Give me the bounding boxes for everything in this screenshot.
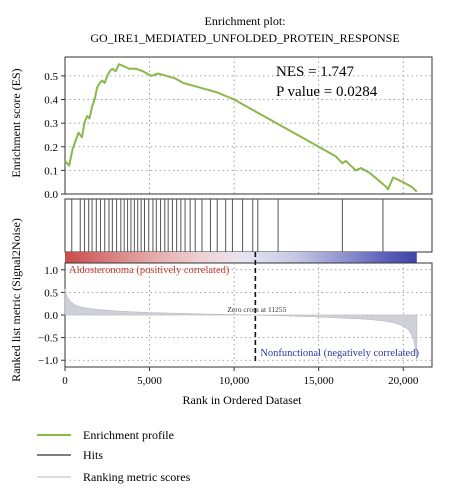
- legend-label: Enrichment profile: [83, 428, 174, 442]
- x-axis-label: Rank in Ordered Dataset: [183, 393, 303, 407]
- metric-y-tick-label: 0.0: [44, 310, 58, 322]
- metric-y-tick-label: −0.5: [38, 333, 58, 345]
- metric-y-axis-label: Ranked list metric (Signal2Noise): [9, 218, 23, 382]
- metric-y-tick-label: 0.5: [44, 287, 58, 299]
- x-tick-label: 15,000: [304, 375, 335, 387]
- zero-cross-label: Zero cross at 11255: [227, 305, 286, 314]
- ranking-metric-area: [64, 288, 418, 360]
- metric-y-tick-label: −1.0: [38, 355, 58, 367]
- hits-panel: [64, 198, 433, 263]
- positive-correlation-label: Aldosteronoma (positively correlated): [69, 265, 230, 276]
- negative-correlation-label: Nonfunctional (negatively correlated): [260, 348, 419, 359]
- hits-panel-frame: [64, 198, 433, 253]
- es-y-tick-label: 0.4: [44, 95, 58, 107]
- x-tick-label: 20,000: [388, 375, 419, 387]
- nes-annotation: NES = 1.747: [276, 64, 355, 80]
- es-y-tick-label: 0.1: [44, 165, 58, 177]
- enrichment-profile-line: [64, 63, 418, 193]
- pvalue-annotation: P value = 0.0284: [276, 84, 378, 100]
- legend-label: Ranking metric scores: [83, 470, 191, 484]
- legend-label: Hits: [83, 448, 103, 462]
- es-y-tick-label: 0.3: [44, 118, 58, 130]
- x-tick-label: 0: [62, 375, 68, 387]
- metric-y-tick-label: 1.0: [44, 265, 58, 277]
- legend: Enrichment profile Hits Ranking metric sco…: [37, 428, 191, 484]
- es-y-tick-label: 0.2: [44, 142, 58, 154]
- es-y-tick-label: 0.5: [44, 71, 58, 83]
- es-y-tick-label: 0.0: [44, 189, 58, 201]
- x-tick-label: 10,000: [219, 375, 250, 387]
- x-tick-label: 5,000: [137, 375, 162, 387]
- ranking-heatmap-bar: [65, 252, 417, 263]
- x-axis: 0 5,000 10,000 15,000 20,000: [62, 367, 419, 387]
- es-panel: 0.0 0.1 0.2 0.3 0.4 0.5: [44, 56, 433, 201]
- es-panel-frame: [64, 56, 433, 195]
- chart-title: Enrichment plot:: [205, 14, 286, 28]
- metric-panel: −1.0 −0.5 0.0 0.5 1.0 Zero cross at 11255 Aldo…: [38, 252, 433, 368]
- chart-subtitle: GO_IRE1_MEDIATED_UNFOLDED_PROTEIN_RESPON…: [90, 31, 399, 45]
- es-y-axis-label: Enrichment score (ES): [9, 68, 23, 177]
